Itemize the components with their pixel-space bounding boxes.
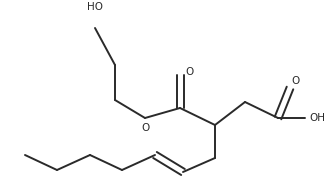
Text: HO: HO <box>87 2 103 12</box>
Text: OH: OH <box>309 113 325 123</box>
Text: O: O <box>141 123 149 133</box>
Text: O: O <box>186 67 194 77</box>
Text: O: O <box>291 76 299 86</box>
